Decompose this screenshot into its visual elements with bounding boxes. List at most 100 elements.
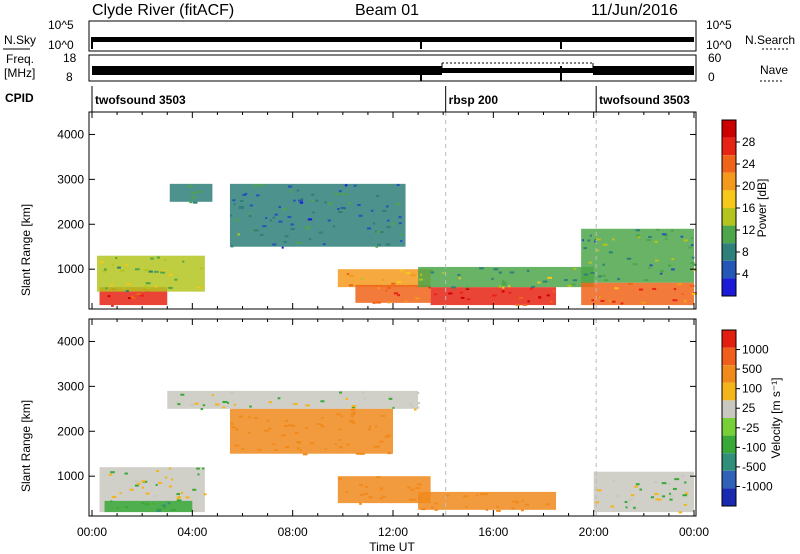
- data-cell: [652, 287, 657, 290]
- data-cell: [596, 249, 600, 252]
- data-cell: [682, 494, 688, 497]
- data-cell: [465, 505, 468, 508]
- data-cell: [284, 235, 289, 238]
- data-cell: [105, 287, 108, 290]
- data-cell: [399, 234, 403, 237]
- cpid-segment-label: twofsound 3503: [599, 93, 690, 107]
- data-cell: [334, 443, 337, 446]
- data-cell: [603, 279, 609, 282]
- data-cell: [386, 286, 391, 289]
- data-cell: [386, 226, 391, 229]
- colorbar-tick-label: -100: [742, 440, 766, 454]
- nave-tick-bottom: 0: [708, 70, 715, 84]
- data-cell: [635, 234, 641, 237]
- data-cell: [107, 295, 111, 298]
- data-cell: [587, 239, 591, 242]
- data-cell: [141, 486, 145, 489]
- data-cell: [252, 229, 255, 232]
- data-cell: [496, 509, 501, 512]
- data-cell: [399, 269, 404, 272]
- data-cell: [305, 226, 311, 229]
- data-cell: [683, 300, 687, 303]
- data-cell: [537, 281, 541, 284]
- data-cell: [337, 208, 340, 211]
- data-cell: [311, 193, 315, 196]
- data-cell: [572, 279, 578, 282]
- data-cell: [103, 268, 107, 271]
- data-cell: [692, 268, 697, 271]
- data-cell: [368, 425, 372, 428]
- data-cell: [239, 207, 245, 210]
- power-colorbar-label: Power [dB]: [755, 179, 769, 238]
- data-cell: [376, 476, 381, 479]
- y-tick-label: 1000: [57, 469, 84, 483]
- data-cell: [416, 392, 420, 395]
- data-cell: [344, 184, 348, 187]
- data-cell: [125, 264, 128, 267]
- data-cell: [350, 413, 356, 416]
- data-cell: [120, 269, 125, 272]
- data-region: [104, 500, 193, 513]
- data-cell: [320, 400, 325, 403]
- data-cell: [614, 287, 619, 290]
- data-cell: [387, 452, 392, 455]
- data-cell: [364, 492, 369, 495]
- data-cell: [352, 411, 356, 414]
- data-cell: [391, 282, 396, 285]
- data-cell: [359, 484, 363, 487]
- freq-tick-bottom: 8: [66, 70, 73, 84]
- data-cell: [417, 483, 422, 486]
- data-cell: [691, 293, 697, 296]
- data-cell: [552, 290, 555, 293]
- x-tick-label: 16:00: [478, 525, 508, 539]
- data-cell: [654, 259, 659, 262]
- freq-trace: [442, 68, 593, 73]
- data-cell: [382, 209, 387, 212]
- data-cell: [581, 239, 585, 242]
- data-cell: [180, 393, 185, 396]
- data-cell: [290, 402, 294, 405]
- data-cell: [366, 227, 372, 230]
- data-cell: [522, 303, 528, 306]
- freq-unit-label: [MHz]: [4, 66, 35, 80]
- data-cell: [434, 502, 439, 505]
- data-cell: [294, 432, 299, 435]
- data-cell: [177, 495, 181, 498]
- data-cell: [302, 453, 308, 456]
- data-cell: [667, 482, 671, 485]
- data-cell: [600, 299, 605, 302]
- data-cell: [338, 439, 341, 442]
- data-cell: [358, 214, 363, 217]
- sky-search-frame: [88, 20, 697, 52]
- data-cell: [392, 406, 395, 409]
- velocity-axes: 1000 2000 3000 4000: [57, 319, 696, 516]
- y-tick-label: 1000: [57, 262, 84, 276]
- data-cell: [359, 452, 365, 455]
- data-cell: [635, 483, 640, 486]
- data-cell: [643, 279, 649, 282]
- data-cell: [646, 239, 652, 242]
- data-cell: [457, 274, 461, 277]
- data-cell: [628, 498, 633, 501]
- data-cell: [150, 257, 154, 260]
- data-region: [593, 471, 694, 513]
- data-cell: [407, 486, 411, 489]
- data-cell: [229, 391, 235, 394]
- data-cell: [202, 467, 205, 470]
- colorbar-tick-label: -25: [742, 421, 760, 435]
- data-cell: [229, 214, 232, 217]
- data-cell: [235, 219, 240, 222]
- data-cell: [328, 202, 333, 205]
- data-cell: [281, 434, 286, 437]
- data-cell: [524, 503, 529, 506]
- data-cell: [284, 419, 289, 422]
- data-cell: [638, 288, 644, 291]
- colorbar-swatch: [722, 470, 736, 489]
- data-cell: [399, 240, 403, 243]
- colorbar-swatch: [722, 137, 736, 156]
- data-cell: [633, 506, 636, 509]
- data-cell: [667, 264, 672, 267]
- data-cell: [110, 284, 114, 287]
- data-cell: [291, 424, 296, 427]
